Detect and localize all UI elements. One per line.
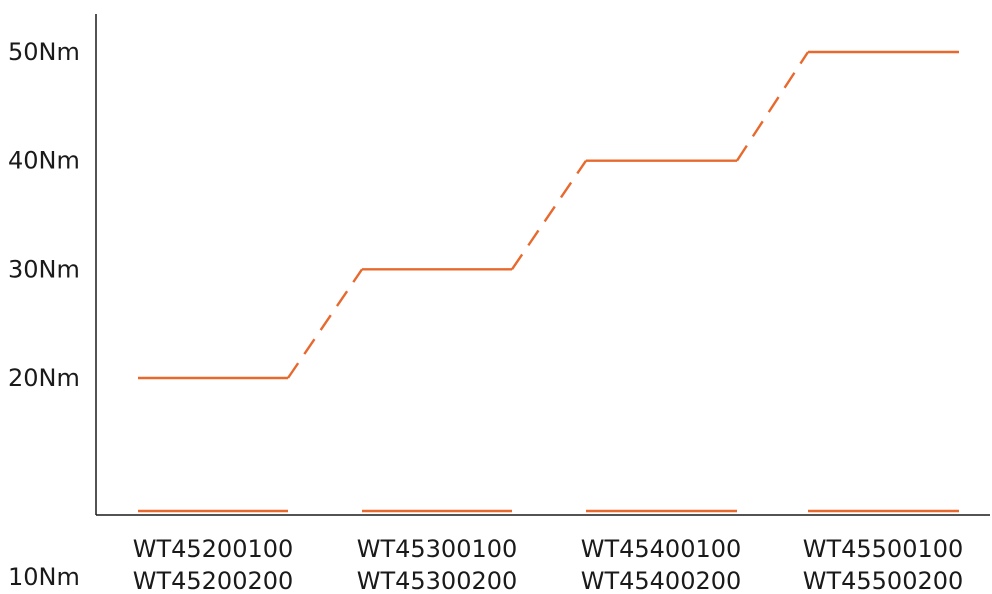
category-label-1-line-1: WT45200100 bbox=[133, 535, 294, 563]
riser-3 bbox=[735, 51, 810, 162]
category-label-2-line-1: WT45300100 bbox=[357, 535, 518, 563]
category-label-4-line-1: WT45500100 bbox=[803, 535, 964, 563]
riser-1 bbox=[287, 268, 363, 379]
y-tick-labels: 10Nm 20Nm 30Nm 40Nm 50Nm bbox=[8, 38, 80, 591]
torque-series bbox=[138, 50, 959, 380]
x-category-labels: WT45200100 WT45200200 WT45300100 WT45300200… bbox=[133, 535, 964, 594]
y-tick-label-30: 30Nm bbox=[8, 255, 80, 283]
category-label-1-line-2: WT45200200 bbox=[133, 567, 294, 594]
y-tick-label-20: 20Nm bbox=[8, 364, 80, 392]
category-label-4-line-2: WT45500200 bbox=[803, 567, 964, 594]
category-label-2-line-2: WT45300200 bbox=[357, 567, 518, 594]
axes bbox=[95, 14, 990, 516]
category-label-3-line-2: WT45400200 bbox=[581, 567, 742, 594]
category-label-3-line-1: WT45400100 bbox=[581, 535, 742, 563]
y-tick-label-10: 10Nm bbox=[8, 563, 80, 591]
y-tick-label-40: 40Nm bbox=[8, 147, 80, 175]
y-tick-label-50: 50Nm bbox=[8, 38, 80, 66]
riser-2 bbox=[511, 159, 587, 271]
